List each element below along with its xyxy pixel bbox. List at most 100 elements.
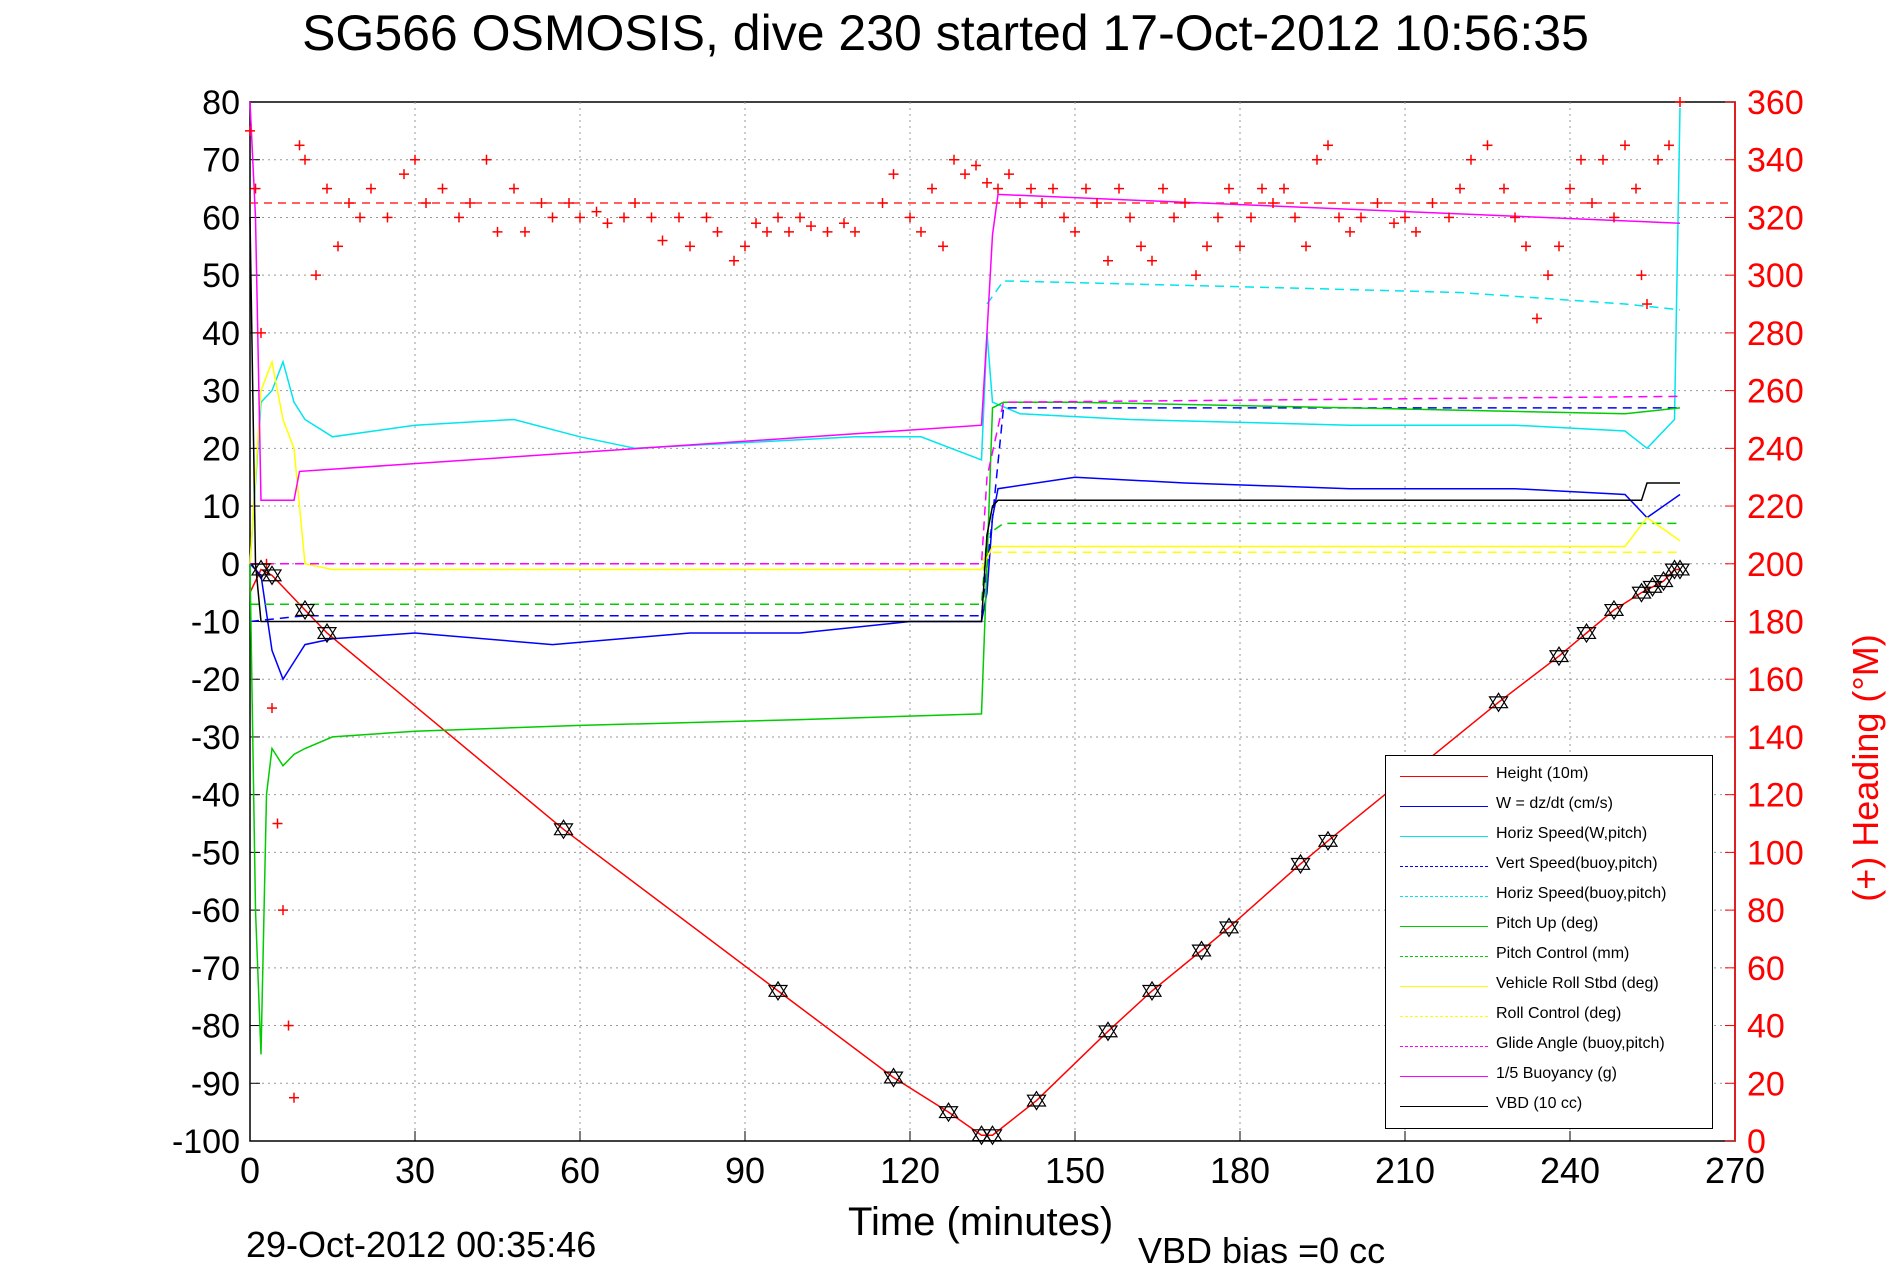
height-marker — [1576, 622, 1597, 644]
heading-point — [1664, 140, 1674, 151]
heading-point — [1653, 154, 1663, 165]
y2-tick-label: 240 — [1747, 430, 1804, 468]
heading-point — [751, 218, 761, 229]
heading-point — [1169, 212, 1179, 223]
legend-entry: Glide Angle (buoy,pitch) — [1386, 1032, 1712, 1062]
height-marker — [553, 819, 574, 840]
y2-tick-label: 220 — [1747, 488, 1804, 526]
y2-tick-label: 0 — [1747, 1123, 1766, 1161]
y-tick-label: -30 — [191, 719, 240, 757]
heading-point — [657, 235, 668, 246]
height-marker — [1218, 917, 1240, 938]
heading-point — [1576, 154, 1586, 165]
heading-point — [344, 198, 354, 209]
y-tick-label: -50 — [191, 834, 240, 872]
y-tick-label: 50 — [202, 257, 240, 295]
x-axis: 0 30 60 90 120 150 180 210 240 270 — [240, 1131, 1765, 1191]
legend-label: Pitch Up (deg) — [1496, 915, 1599, 932]
heading-point — [355, 212, 365, 223]
heading-point — [1092, 198, 1102, 209]
legend-swatch — [1400, 836, 1488, 837]
y-tick-label: -80 — [191, 1008, 240, 1046]
heading-point — [1565, 183, 1575, 194]
height-marker — [1097, 1021, 1119, 1042]
height-marker — [250, 559, 272, 580]
chart-title: SG566 OSMOSIS, dive 230 started 17-Oct-2… — [302, 5, 1589, 61]
heading-point — [795, 212, 805, 223]
heading-point — [591, 206, 602, 217]
y-tick-label: -100 — [172, 1123, 240, 1161]
heading-point — [421, 198, 431, 209]
heading-point — [1081, 183, 1091, 194]
heading-point — [888, 169, 899, 180]
heading-point — [905, 212, 915, 223]
heading-point — [729, 255, 739, 266]
legend-entry: Pitch Control (mm) — [1386, 942, 1712, 972]
y2-tick-label: 120 — [1747, 777, 1804, 815]
height-marker — [1488, 692, 1509, 713]
heading-point — [1136, 241, 1146, 252]
heading-point — [971, 160, 981, 171]
heading-point — [1455, 183, 1465, 194]
height-marker — [1290, 853, 1311, 875]
heading-point — [256, 327, 266, 338]
heading-point — [630, 198, 640, 209]
heading-point — [1631, 183, 1641, 194]
x-tick-label: 180 — [1210, 1150, 1270, 1191]
heading-point — [1246, 212, 1256, 223]
height-marker — [1141, 980, 1163, 1002]
heading-point — [278, 905, 288, 916]
y2-tick-label: 300 — [1747, 257, 1804, 295]
legend-swatch — [1400, 806, 1488, 807]
y2-tick-label: 260 — [1747, 373, 1804, 411]
heading-point — [1147, 255, 1157, 266]
height-marker — [1191, 940, 1212, 961]
heading-point — [1279, 183, 1289, 194]
heading-point — [564, 198, 574, 209]
y-tick-label: -40 — [191, 777, 240, 815]
legend-label: Pitch Control (mm) — [1496, 945, 1630, 962]
y2-tick-label: 180 — [1747, 604, 1804, 642]
heading-point — [1609, 212, 1619, 223]
legend-entry: Vehicle Roll Stbd (deg) — [1386, 972, 1712, 1002]
legend-entry: Vert Speed(buoy,pitch) — [1386, 852, 1712, 882]
y-tick-label: -90 — [191, 1065, 240, 1103]
footer-date: 29-Oct-2012 00:35:46 — [246, 1224, 597, 1265]
heading-point — [1004, 169, 1014, 180]
heading-point — [1499, 183, 1509, 194]
heading-point — [454, 212, 464, 223]
x-tick-label: 240 — [1540, 1150, 1600, 1191]
legend-label: Vert Speed(buoy,pitch) — [1496, 855, 1658, 872]
heading-point — [839, 218, 849, 229]
series-line-11 — [249, 217, 1680, 623]
legend-entry: Height (10m) — [1386, 762, 1712, 792]
legend-entry: Roll Control (deg) — [1386, 1002, 1712, 1032]
heading-point — [1642, 299, 1652, 310]
heading-point — [674, 212, 684, 223]
legend-swatch — [1400, 1046, 1488, 1047]
heading-point — [1059, 212, 1069, 223]
series-line-4 — [986, 280, 1681, 311]
heading-point — [1125, 212, 1135, 223]
heading-point — [1290, 212, 1300, 223]
heading-point — [850, 226, 860, 237]
height-marker-layer — [250, 559, 1691, 1146]
y-tick-label: 0 — [221, 546, 240, 584]
heading-point — [1400, 212, 1410, 223]
heading-point — [1026, 183, 1036, 194]
heading-point — [1466, 154, 1476, 165]
heading-point — [283, 1020, 294, 1031]
heading-point — [1235, 241, 1245, 252]
y2-tick-label: 20 — [1747, 1065, 1785, 1103]
x-tick-label: 270 — [1705, 1150, 1765, 1191]
heading-point — [646, 212, 657, 223]
x-tick-label: 60 — [560, 1150, 600, 1191]
heading-point — [685, 241, 695, 252]
heading-point — [877, 198, 888, 209]
y-tick-label: 60 — [202, 199, 240, 237]
heading-point — [1048, 183, 1058, 194]
heading-point — [289, 1092, 299, 1103]
heading-point — [1268, 198, 1278, 209]
heading-point — [492, 226, 503, 237]
